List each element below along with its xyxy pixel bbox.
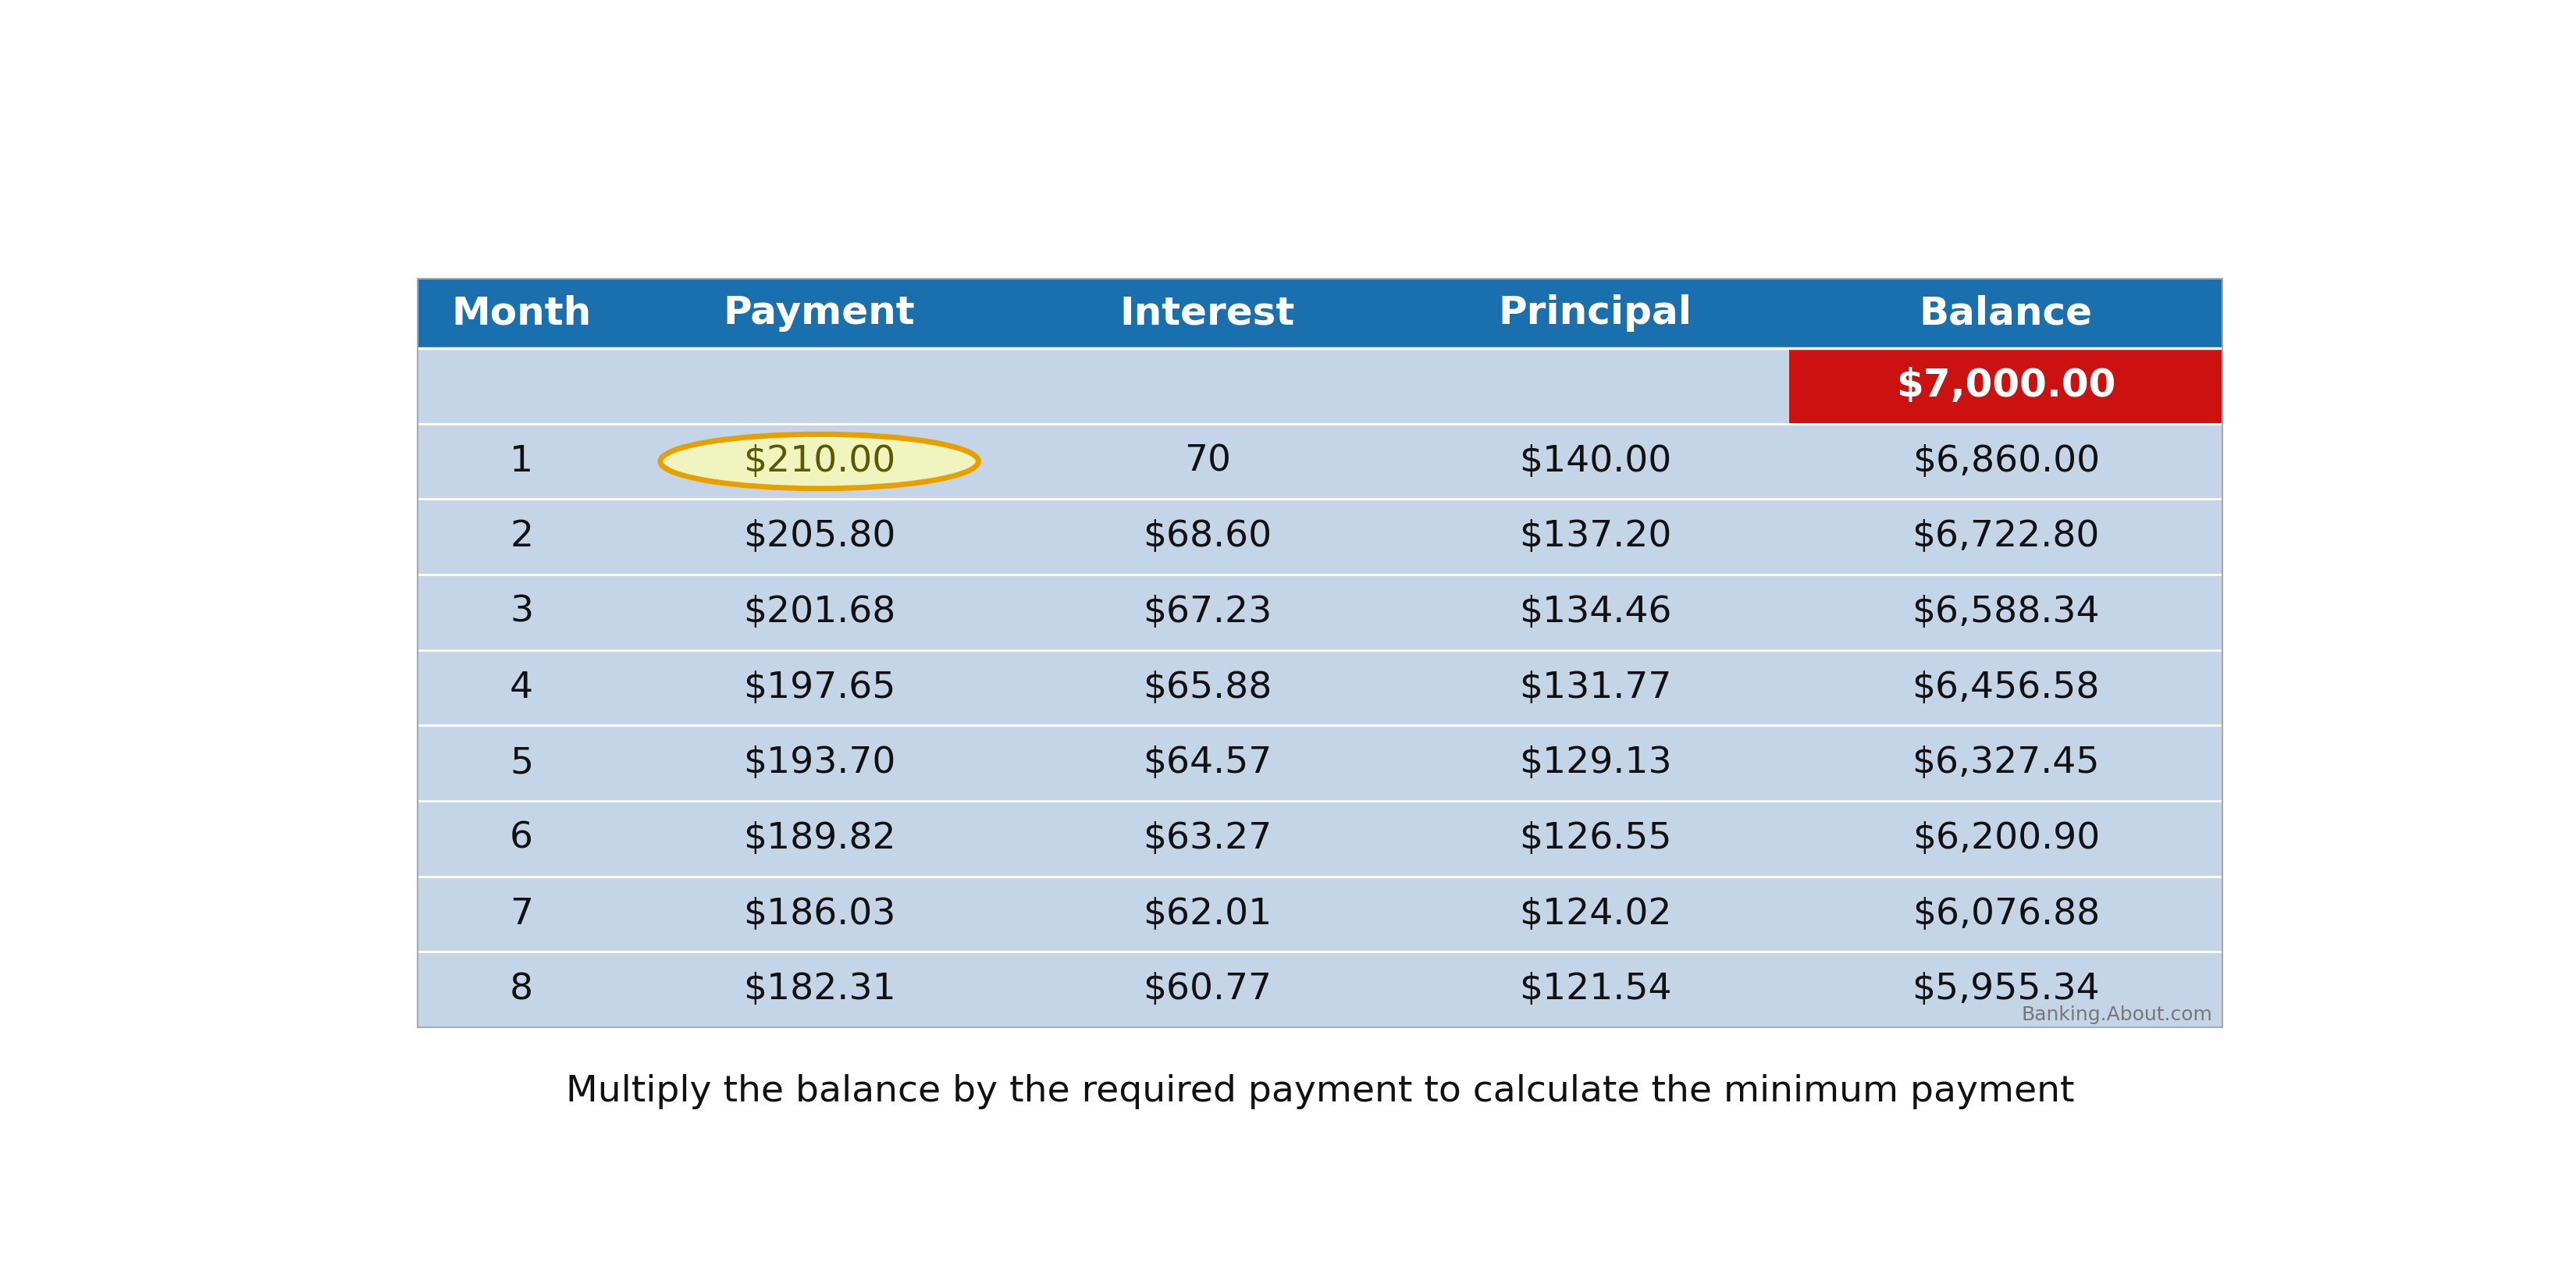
Text: 4: 4	[510, 670, 533, 706]
Text: $126.55: $126.55	[1520, 820, 1672, 857]
FancyBboxPatch shape	[1790, 348, 2223, 424]
Text: $68.60: $68.60	[1144, 519, 1273, 554]
Text: $6,588.34: $6,588.34	[1911, 595, 2099, 630]
Text: $60.77: $60.77	[1144, 972, 1273, 1007]
Text: $62.01: $62.01	[1144, 896, 1273, 931]
Text: $201.68: $201.68	[742, 595, 896, 630]
Text: 8: 8	[510, 972, 533, 1007]
Text: 2: 2	[510, 519, 533, 554]
Text: Multiply the balance by the required payment to calculate the minimum payment: Multiply the balance by the required pay…	[567, 1074, 2074, 1109]
Text: $189.82: $189.82	[742, 820, 896, 857]
Text: $6,327.45: $6,327.45	[1911, 746, 2099, 781]
FancyBboxPatch shape	[417, 574, 2223, 650]
Text: $197.65: $197.65	[742, 670, 896, 706]
Text: $182.31: $182.31	[742, 972, 896, 1007]
FancyBboxPatch shape	[417, 348, 2223, 424]
Text: $205.80: $205.80	[742, 519, 896, 554]
Text: Banking.About.com: Banking.About.com	[2022, 1006, 2213, 1024]
Text: 1: 1	[510, 444, 533, 479]
FancyBboxPatch shape	[417, 424, 2223, 498]
Text: $6,860.00: $6,860.00	[1911, 444, 2099, 479]
Text: $129.13: $129.13	[1520, 746, 1672, 781]
Text: $140.00: $140.00	[1520, 444, 1672, 479]
Text: $6,076.88: $6,076.88	[1911, 896, 2099, 931]
Text: $65.88: $65.88	[1144, 670, 1273, 706]
Text: $63.27: $63.27	[1144, 820, 1273, 857]
Text: $137.20: $137.20	[1520, 519, 1672, 554]
Text: 70: 70	[1185, 444, 1231, 479]
Text: Month: Month	[451, 295, 592, 332]
FancyBboxPatch shape	[417, 876, 2223, 952]
FancyBboxPatch shape	[417, 952, 2223, 1028]
Text: $210.00: $210.00	[744, 444, 896, 479]
FancyBboxPatch shape	[417, 498, 2223, 574]
Text: 7: 7	[510, 896, 533, 931]
Text: Payment: Payment	[724, 295, 914, 332]
Text: Balance: Balance	[1919, 295, 2092, 332]
FancyBboxPatch shape	[417, 725, 2223, 801]
Text: $7,000.00: $7,000.00	[1896, 367, 2115, 404]
Text: $193.70: $193.70	[742, 746, 896, 781]
Text: $5,955.34: $5,955.34	[1911, 972, 2099, 1007]
Text: Interest: Interest	[1121, 295, 1296, 332]
Text: 3: 3	[510, 595, 533, 630]
Text: $6,722.80: $6,722.80	[1911, 519, 2099, 554]
Text: 5: 5	[510, 746, 533, 781]
FancyBboxPatch shape	[417, 650, 2223, 725]
Text: $134.46: $134.46	[1520, 595, 1672, 630]
FancyBboxPatch shape	[417, 278, 2223, 348]
Text: $64.57: $64.57	[1144, 746, 1273, 781]
Text: $6,200.90: $6,200.90	[1911, 820, 2099, 857]
FancyBboxPatch shape	[417, 801, 2223, 876]
Text: $124.02: $124.02	[1520, 896, 1672, 931]
Text: Principal: Principal	[1499, 295, 1692, 332]
Text: $186.03: $186.03	[742, 896, 896, 931]
Text: $67.23: $67.23	[1144, 595, 1273, 630]
Text: $6,456.58: $6,456.58	[1911, 670, 2099, 706]
Text: 6: 6	[510, 820, 533, 857]
Text: $131.77: $131.77	[1520, 670, 1672, 706]
Text: $121.54: $121.54	[1520, 972, 1672, 1007]
Ellipse shape	[659, 434, 979, 488]
